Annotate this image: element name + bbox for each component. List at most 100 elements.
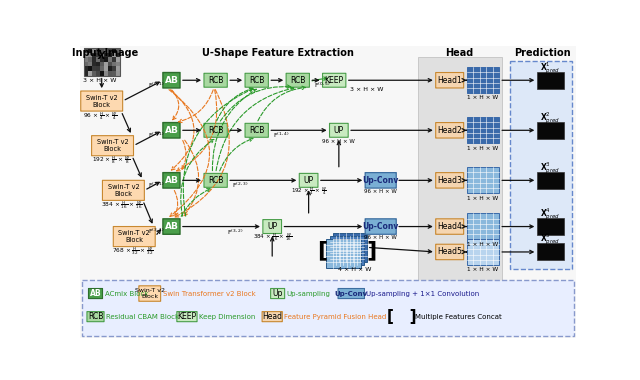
Text: Residual CBAM Block: Residual CBAM Block (106, 314, 179, 320)
Bar (92, 62, 96, 66)
FancyBboxPatch shape (163, 123, 180, 138)
FancyBboxPatch shape (204, 73, 227, 87)
Bar (96, 48, 100, 52)
FancyBboxPatch shape (163, 173, 180, 188)
Bar (88, 57, 92, 62)
Text: Swin-T v2
Block: Swin-T v2 Block (108, 184, 140, 197)
FancyBboxPatch shape (330, 124, 348, 137)
Bar (467, 214, 499, 240)
Bar (104, 57, 108, 62)
FancyBboxPatch shape (365, 219, 396, 234)
Text: [   ]: [ ] (387, 309, 417, 324)
FancyBboxPatch shape (139, 286, 161, 301)
Bar (116, 52, 120, 57)
Text: 768 × $\frac{H}{32}$ × $\frac{W}{32}$: 768 × $\frac{H}{32}$ × $\frac{W}{32}$ (112, 245, 154, 257)
Bar (418, 57, 502, 284)
Text: [: [ (317, 241, 327, 260)
Bar (108, 57, 111, 62)
Bar (84, 48, 88, 52)
Bar (467, 167, 499, 193)
Bar (537, 244, 564, 260)
FancyBboxPatch shape (102, 180, 145, 200)
Bar (96, 66, 100, 71)
Bar (92, 57, 96, 62)
Text: AB: AB (164, 222, 179, 231)
Text: F$^{(3,2)}$: F$^{(3,2)}$ (227, 227, 243, 237)
Bar (326, 239, 360, 268)
Bar (116, 57, 120, 62)
Bar (84, 62, 88, 66)
Bar (537, 218, 564, 235)
Bar (108, 52, 111, 57)
Bar (111, 48, 116, 52)
Text: $\mathbf{X}^1_{pred}$: $\mathbf{X}^1_{pred}$ (540, 60, 561, 76)
FancyBboxPatch shape (323, 73, 346, 87)
Text: RCB: RCB (208, 76, 223, 85)
Text: 1 × H × W: 1 × H × W (467, 196, 499, 201)
Bar (108, 48, 111, 52)
Text: 96 × $\frac{H}{4}$ × $\frac{W}{4}$: 96 × $\frac{H}{4}$ × $\frac{W}{4}$ (83, 110, 118, 122)
Text: Head1: Head1 (437, 76, 462, 85)
Bar (84, 71, 88, 76)
FancyBboxPatch shape (436, 244, 463, 260)
Bar (108, 66, 111, 71)
Bar (92, 71, 96, 76)
Text: Head4: Head4 (437, 222, 462, 231)
Text: Swin Transformer v2 Block: Swin Transformer v2 Block (163, 291, 255, 296)
Bar (104, 52, 108, 57)
Text: 1 × H × W: 1 × H × W (467, 95, 499, 100)
FancyBboxPatch shape (163, 73, 180, 88)
Text: F$^{(0,1)}$: F$^{(0,1)}$ (148, 80, 164, 90)
Text: 192 × $\frac{H}{8}$ × $\frac{W}{8}$: 192 × $\frac{H}{8}$ × $\frac{W}{8}$ (92, 154, 130, 166)
Text: RCB: RCB (208, 126, 223, 135)
Bar (100, 48, 104, 52)
Text: Keep Dimension: Keep Dimension (198, 314, 255, 320)
Text: F$^{(1,1)}$: F$^{(1,1)}$ (148, 130, 164, 139)
Bar (88, 71, 92, 76)
Bar (88, 62, 92, 66)
Text: AB: AB (164, 176, 179, 185)
Text: 3 × H × W: 3 × H × W (349, 87, 383, 92)
FancyBboxPatch shape (365, 173, 396, 188)
Bar (330, 236, 364, 265)
Text: ]: ] (366, 241, 376, 260)
Text: UP: UP (267, 222, 277, 231)
Text: Swin-T v2
Block: Swin-T v2 Block (135, 288, 164, 299)
Text: Head: Head (262, 312, 282, 321)
FancyBboxPatch shape (245, 124, 268, 137)
Bar (116, 48, 120, 52)
Text: Swin-T v2
Block: Swin-T v2 Block (86, 95, 118, 108)
Text: RCB: RCB (249, 126, 264, 135)
FancyBboxPatch shape (87, 312, 104, 322)
Text: ACmix Block: ACmix Block (105, 291, 148, 296)
Bar (100, 52, 104, 57)
Bar (96, 52, 100, 57)
Text: 4 × H × W: 4 × H × W (338, 267, 371, 272)
FancyBboxPatch shape (204, 173, 227, 187)
FancyBboxPatch shape (436, 73, 463, 88)
Bar (116, 71, 120, 76)
Text: F$^{(3,1)}$: F$^{(3,1)}$ (148, 226, 164, 236)
Text: Head5: Head5 (437, 247, 462, 256)
Text: $\mathbf{X}^5_{pred}$: $\mathbf{X}^5_{pred}$ (540, 232, 561, 247)
Bar (333, 233, 367, 262)
Bar (104, 48, 108, 52)
Text: RCB: RCB (208, 176, 223, 185)
Text: Up-sampling: Up-sampling (286, 291, 330, 296)
Bar (108, 62, 111, 66)
Text: F$^{(2,1)}$: F$^{(2,1)}$ (148, 180, 164, 190)
FancyBboxPatch shape (263, 220, 282, 234)
Bar (510, 61, 572, 269)
Bar (100, 71, 104, 76)
Bar (104, 66, 108, 71)
Text: X: X (98, 51, 106, 62)
Text: 96 × H × W: 96 × H × W (364, 235, 397, 240)
Text: 384 × $\frac{H}{16}$ × $\frac{W}{16}$: 384 × $\frac{H}{16}$ × $\frac{W}{16}$ (253, 231, 292, 243)
Bar (81, 280, 575, 336)
Text: F$^{(2,3)}$: F$^{(2,3)}$ (232, 181, 249, 190)
FancyBboxPatch shape (436, 173, 463, 188)
Bar (100, 57, 104, 62)
FancyBboxPatch shape (271, 288, 285, 299)
Bar (96, 71, 100, 76)
Bar (467, 117, 499, 143)
